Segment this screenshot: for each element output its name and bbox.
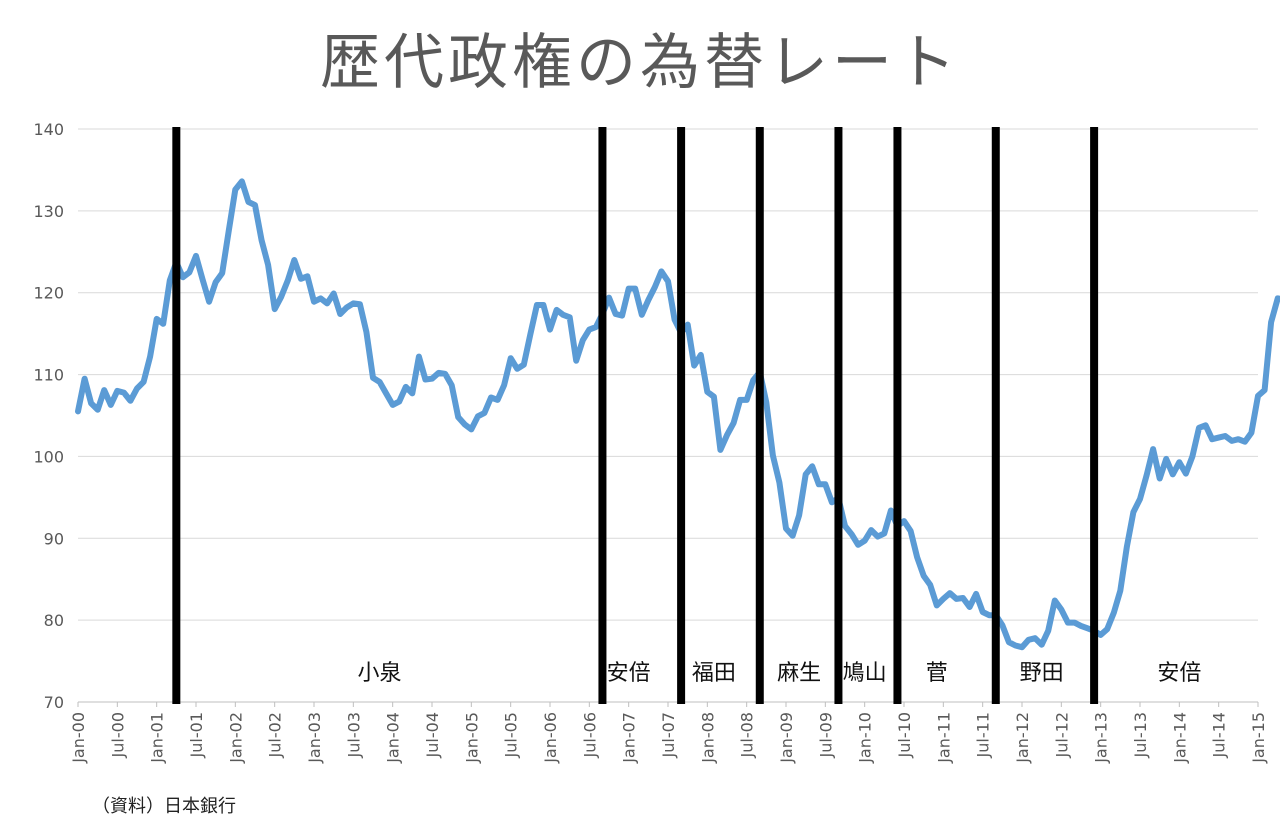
x-tick-label: Jan-01 <box>148 712 167 764</box>
x-tick-label: Jul-00 <box>108 712 127 758</box>
x-tick-label: Jul-14 <box>1210 712 1229 758</box>
x-tick-label: Jan-08 <box>698 712 717 764</box>
era-label: 鳩山 <box>843 661 887 686</box>
x-tick-label: Jul-10 <box>895 712 914 758</box>
era-label: 菅 <box>926 661 948 686</box>
x-tick-label: Jul-09 <box>816 712 835 758</box>
x-tick-label: Jan-03 <box>305 712 324 764</box>
era-label: 安倍 <box>1157 661 1201 686</box>
x-tick-label: Jan-07 <box>620 712 639 764</box>
x-tick-label: Jan-06 <box>541 712 560 764</box>
y-tick-label: 110 <box>33 366 64 385</box>
x-tick-label: Jul-13 <box>1131 712 1150 758</box>
x-tick-label: Jan-15 <box>1249 712 1268 764</box>
y-tick-label: 120 <box>33 284 64 303</box>
x-tick-label: Jan-13 <box>1092 712 1111 764</box>
x-tick-label: Jan-05 <box>462 712 481 764</box>
x-tick-label: Jan-11 <box>934 712 953 764</box>
y-tick-label: 80 <box>44 611 64 630</box>
era-boundaries <box>172 127 1099 704</box>
x-tick-label: Jul-05 <box>502 712 521 758</box>
x-tick-label: Jul-11 <box>974 712 993 758</box>
era-label: 麻生 <box>777 661 821 686</box>
x-tick-label: Jul-02 <box>266 712 285 758</box>
x-tick-label: Jul-07 <box>659 712 678 758</box>
x-tick-label: Jul-12 <box>1052 712 1071 758</box>
era-label: 安倍 <box>607 661 651 686</box>
x-tick-label: Jul-04 <box>423 712 442 758</box>
y-tick-label: 140 <box>33 120 64 139</box>
x-tick-label: Jan-14 <box>1170 712 1189 764</box>
y-tick-label: 130 <box>33 202 64 221</box>
x-tick-label: Jul-08 <box>738 712 757 758</box>
y-tick-label: 70 <box>44 693 64 712</box>
x-tick-label: Jul-01 <box>187 712 206 758</box>
x-tick-label: Jan-10 <box>856 712 875 764</box>
x-tick-label: Jul-03 <box>344 712 363 758</box>
x-tick-label: Jan-02 <box>226 712 245 764</box>
era-label: 野田 <box>1020 661 1064 686</box>
chart-title: 歴代政権の為替レート <box>320 28 960 98</box>
y-axis-ticks: 70 80 90 100 110 120 130 140 <box>33 120 64 712</box>
x-tick-label: Jan-00 <box>69 712 88 764</box>
x-axis-ticks: Jan-00 Jul-00 Jan-01 Jul-01 Jan-02 Jul-02 Jan-… <box>69 702 1268 764</box>
era-label: 福田 <box>692 661 736 686</box>
source-note: （資料）日本銀行 <box>92 796 236 817</box>
x-tick-label: Jan-09 <box>777 712 796 764</box>
y-tick-label: 90 <box>44 529 64 548</box>
era-labels: 小泉 安倍 福田 麻生 鳩山 菅 野田 安倍 <box>358 661 1202 686</box>
x-tick-label: Jan-12 <box>1013 712 1032 764</box>
x-tick-label: Jul-06 <box>580 712 599 758</box>
x-tick-label: Jan-04 <box>384 712 403 764</box>
era-label: 小泉 <box>358 661 402 686</box>
y-tick-label: 100 <box>33 447 64 466</box>
